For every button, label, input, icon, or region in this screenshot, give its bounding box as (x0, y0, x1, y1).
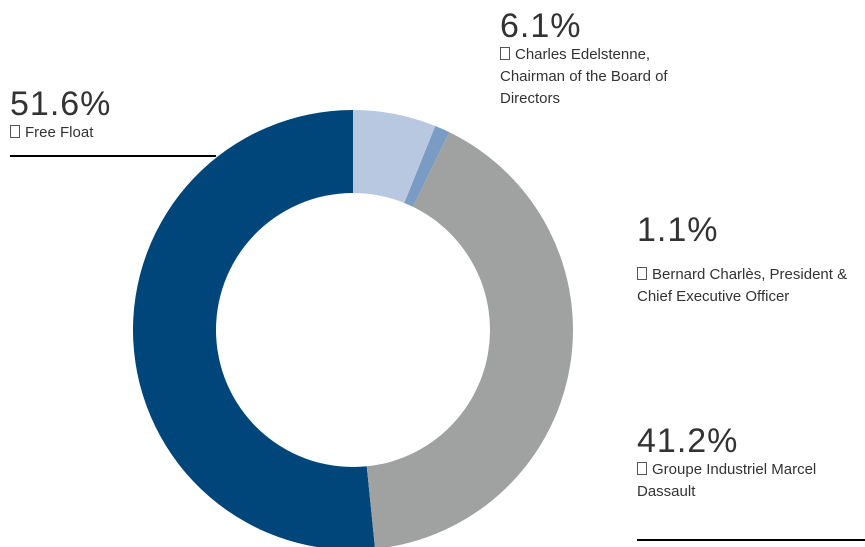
value-label: 1.1% (637, 211, 719, 249)
donut-segment (366, 132, 573, 547)
legend-row: Free Float (10, 122, 210, 144)
value-label: 41.2% (637, 422, 739, 460)
category-label: Charles Edelstenne, Chairman of the Boar… (500, 46, 668, 107)
icon (637, 267, 647, 280)
icon (500, 47, 510, 60)
legend-row: Bernard Charlès, President & Chief Execu… (637, 264, 865, 308)
legend-row: Charles Edelstenne, Chairman of the Boar… (500, 44, 700, 110)
value-label: 6.1% (500, 7, 582, 45)
label: 51.6% Free Float (10, 86, 210, 144)
donut-segment (133, 110, 375, 547)
label: 6.1% Charles Edelstenne, Chairman of the … (500, 8, 700, 110)
category-label: Bernard Charlès, President & Chief Execu… (637, 266, 848, 305)
donut-segment (353, 110, 436, 203)
legend-row: Groupe Industriel Marcel Dassault (637, 459, 862, 503)
label: 1.1% Bernard Charlès, President & Chief E… (637, 212, 865, 308)
icon (637, 462, 647, 475)
category-label: Groupe Industriel Marcel Dassault (637, 461, 817, 500)
icon (10, 125, 20, 138)
label: 41.2% Groupe Industriel Marcel Dassault (637, 423, 862, 503)
donut-segment (404, 125, 450, 207)
category-label: Free Float (25, 124, 94, 141)
value-label: 51.6% (10, 85, 112, 123)
